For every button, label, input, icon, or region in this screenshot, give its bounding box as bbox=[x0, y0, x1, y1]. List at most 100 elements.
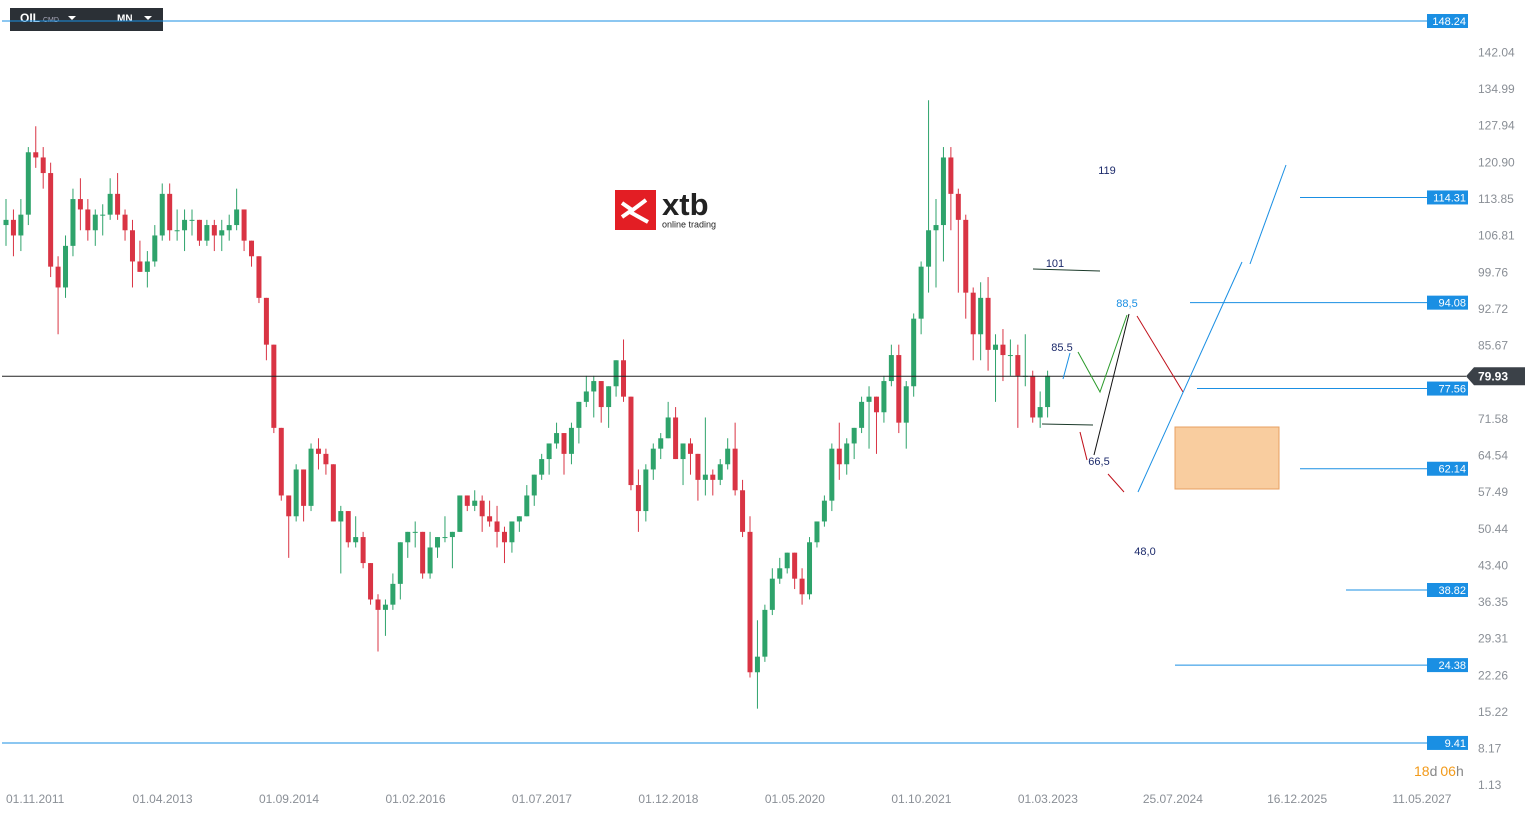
level-label: 94.08 bbox=[1438, 298, 1466, 310]
candle-body bbox=[1015, 355, 1021, 376]
dropdown-arrow[interactable] bbox=[144, 16, 152, 20]
candle-body bbox=[606, 386, 612, 408]
candle-body bbox=[1007, 355, 1013, 357]
candle-body bbox=[18, 214, 24, 236]
candle-body bbox=[226, 225, 232, 231]
interval[interactable]: MN bbox=[117, 14, 133, 25]
candle-body bbox=[621, 360, 627, 397]
y-tick-label: 71.58 bbox=[1478, 412, 1508, 426]
drawing-line bbox=[1093, 313, 1130, 456]
dropdown-arrow[interactable] bbox=[68, 16, 76, 20]
candle-body bbox=[769, 578, 775, 610]
candle-body bbox=[687, 443, 693, 454]
y-tick-label: 29.31 bbox=[1478, 632, 1508, 646]
candle-body bbox=[911, 318, 917, 387]
candle-body bbox=[695, 453, 701, 480]
x-tick-label: 01.04.2013 bbox=[132, 792, 192, 806]
candle-body bbox=[583, 391, 589, 402]
y-tick-label: 1.13 bbox=[1478, 778, 1502, 792]
level-label: 148.24 bbox=[1432, 16, 1466, 28]
x-tick-label: 01.10.2021 bbox=[891, 792, 951, 806]
candle-body bbox=[70, 199, 76, 246]
candle-body bbox=[1037, 407, 1043, 418]
candle-body bbox=[754, 656, 760, 673]
candle-body bbox=[77, 199, 83, 210]
drawing-line bbox=[1079, 431, 1088, 461]
level-label-box bbox=[1427, 190, 1468, 205]
candle-body bbox=[85, 209, 91, 231]
annotation: 119 bbox=[1098, 165, 1116, 177]
candle-body bbox=[435, 537, 441, 548]
candle-body bbox=[472, 500, 478, 506]
logo-icon bbox=[620, 198, 649, 224]
candle-body bbox=[487, 516, 493, 522]
candle-body bbox=[926, 230, 932, 267]
countdown-hours: 06 bbox=[1440, 763, 1456, 779]
drawing-line bbox=[1136, 315, 1184, 393]
y-tick-label: 127.94 bbox=[1478, 119, 1515, 133]
candle-body bbox=[427, 547, 433, 574]
annotation: 66,5 bbox=[1088, 456, 1109, 468]
candle-body bbox=[479, 500, 485, 517]
candle-body bbox=[740, 490, 746, 532]
candle-body bbox=[554, 433, 560, 444]
drawing-line bbox=[1107, 473, 1125, 493]
candle-body bbox=[55, 266, 61, 288]
annotation: 85.5 bbox=[1051, 342, 1072, 354]
y-tick-label: 134.99 bbox=[1478, 82, 1515, 96]
candle-body bbox=[792, 552, 798, 579]
candle-body bbox=[122, 214, 128, 231]
candle-body bbox=[665, 417, 671, 439]
candle-body bbox=[382, 604, 388, 610]
candle-body bbox=[829, 448, 835, 501]
candle-body bbox=[420, 531, 426, 574]
candle-body bbox=[442, 537, 448, 539]
level-label: 38.82 bbox=[1438, 585, 1466, 597]
drawing-line bbox=[1062, 352, 1071, 380]
x-tick-label: 01.11.2011 bbox=[6, 792, 65, 806]
candle-body bbox=[494, 521, 500, 532]
candle-body bbox=[509, 521, 515, 543]
symbol[interactable]: OIL bbox=[20, 11, 40, 25]
candle-body bbox=[807, 542, 813, 595]
x-tick-label: 01.03.2023 bbox=[1018, 792, 1078, 806]
candle-body bbox=[464, 495, 470, 506]
candle-body bbox=[873, 396, 879, 413]
candle-body bbox=[531, 474, 537, 496]
candle-body bbox=[263, 297, 269, 345]
countdown-days: 18 bbox=[1414, 763, 1430, 779]
y-tick-label: 22.26 bbox=[1478, 668, 1508, 682]
candle-body bbox=[591, 381, 597, 392]
drawing-line bbox=[1041, 423, 1094, 426]
candle-body bbox=[301, 469, 307, 506]
candle-body bbox=[799, 578, 805, 595]
level-label-box bbox=[1427, 461, 1468, 476]
candle-body bbox=[955, 193, 961, 220]
candle-body bbox=[159, 193, 165, 236]
candle-body bbox=[836, 448, 842, 465]
annotation: 48,0 bbox=[1134, 546, 1155, 558]
logo-tagline: online trading bbox=[662, 219, 716, 229]
candle-body bbox=[129, 230, 135, 262]
candle-body bbox=[888, 355, 894, 382]
candle-body bbox=[144, 261, 150, 272]
y-tick-label: 85.67 bbox=[1478, 339, 1508, 353]
candle-body bbox=[338, 511, 344, 522]
candle-body bbox=[658, 438, 664, 449]
y-tick-label: 113.85 bbox=[1478, 192, 1514, 206]
y-tick-label: 64.54 bbox=[1478, 448, 1508, 462]
candle-body bbox=[115, 193, 121, 215]
candle-body bbox=[539, 459, 545, 475]
candle-body bbox=[315, 448, 321, 454]
candle-body bbox=[196, 219, 202, 241]
candle-body bbox=[286, 495, 292, 517]
candle-body bbox=[673, 417, 679, 460]
level-label-box bbox=[1427, 295, 1468, 310]
candle-body bbox=[918, 266, 924, 319]
y-tick-label: 43.40 bbox=[1478, 558, 1508, 572]
candle-body bbox=[204, 225, 210, 241]
drawings bbox=[1032, 164, 1287, 493]
candle-body bbox=[182, 219, 188, 231]
candle-body bbox=[174, 230, 180, 232]
candle-body bbox=[978, 297, 984, 335]
